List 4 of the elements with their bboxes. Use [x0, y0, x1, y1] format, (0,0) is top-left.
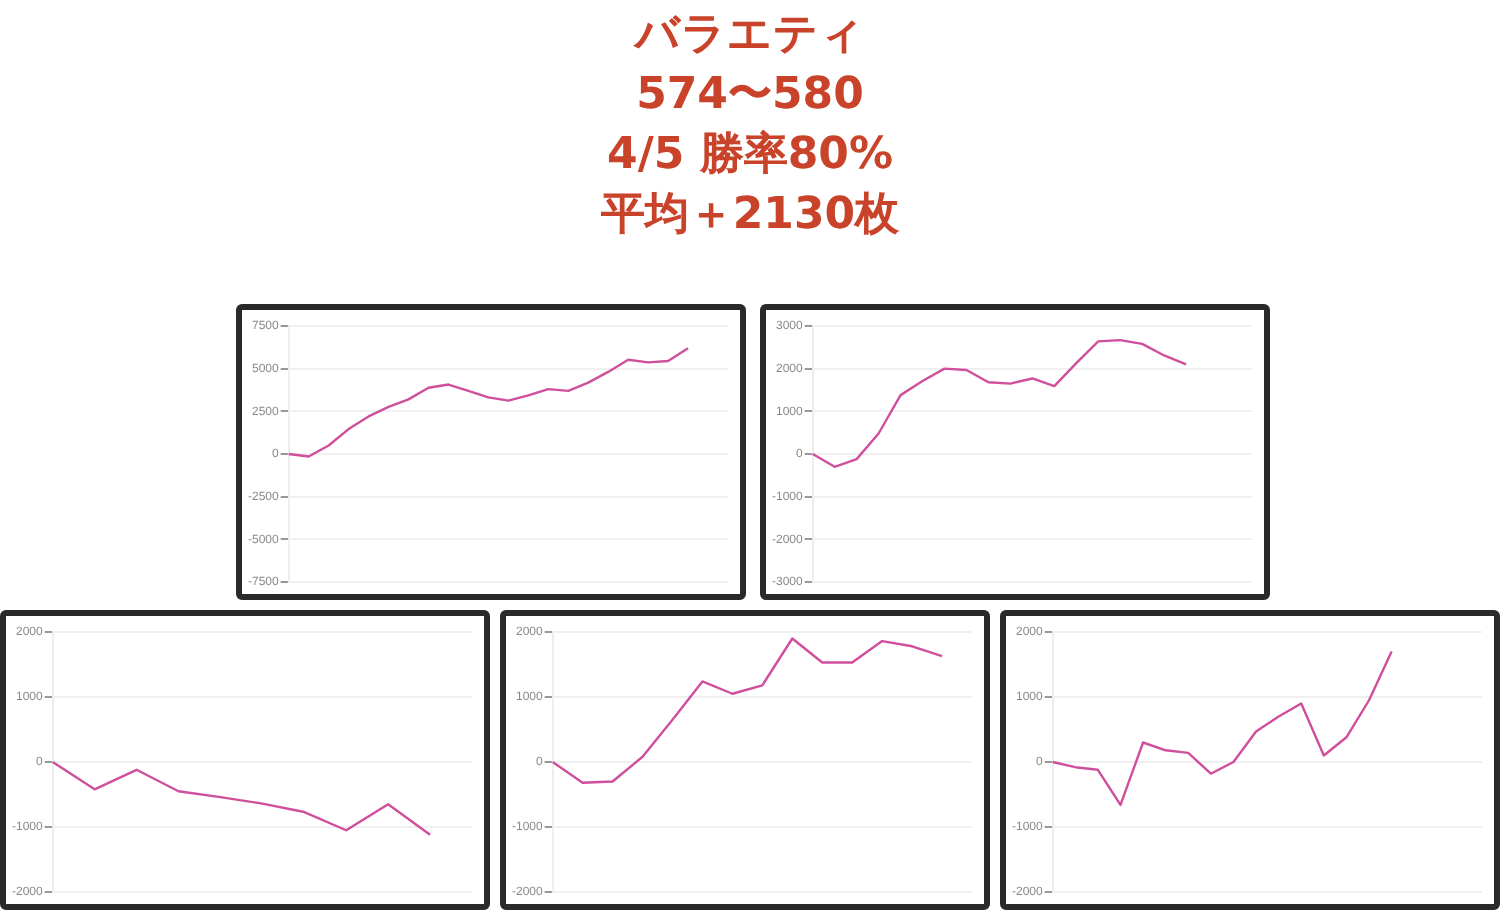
text: 4/5 勝率80%: [605, 127, 895, 184]
text: 574〜580: [634, 68, 866, 124]
text: バラエティ: [631, 8, 867, 64]
text: 平均＋2130枚: [598, 188, 902, 244]
